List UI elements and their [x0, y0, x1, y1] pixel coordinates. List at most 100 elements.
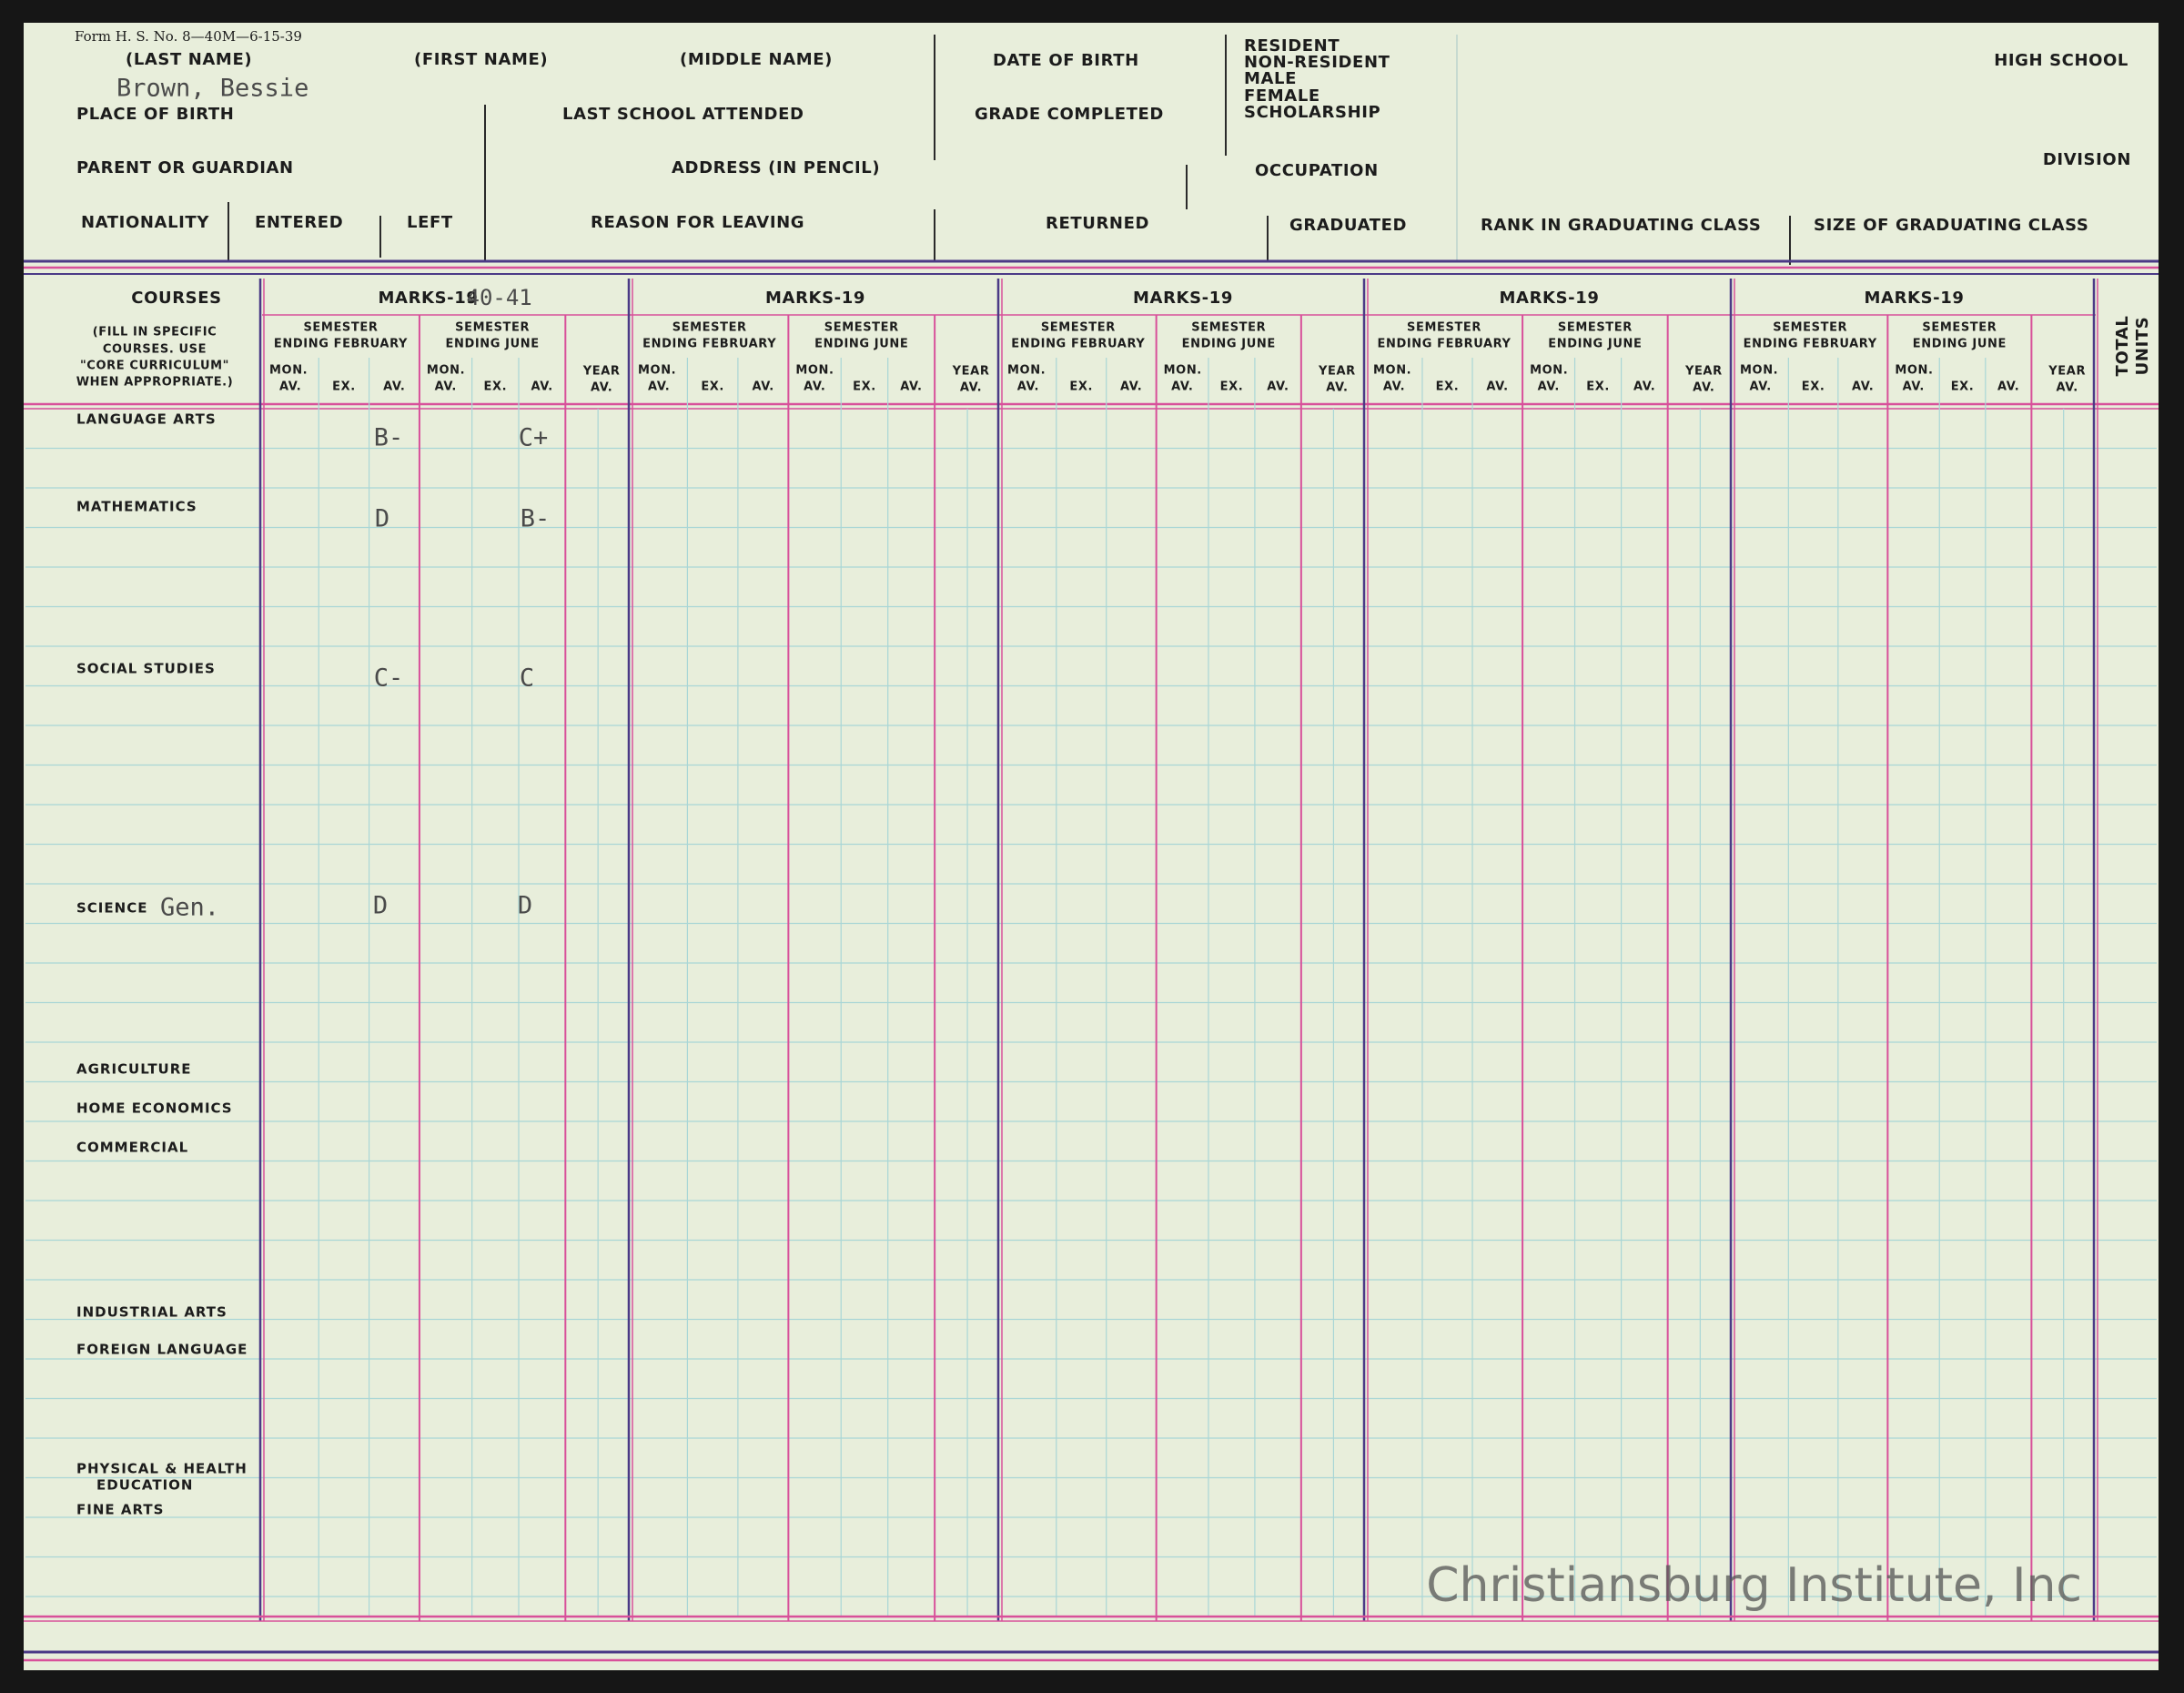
semester-title: SEMESTER [1191, 321, 1266, 335]
course-name: LANGUAGE ARTS [76, 411, 217, 428]
column-label: MON. [1373, 364, 1411, 378]
column-label: EX. [1436, 380, 1460, 394]
grid [24, 279, 2159, 1621]
course-name: PHYSICAL & HEALTH [76, 1461, 248, 1477]
note: (FILL IN SPECIFIC [93, 326, 217, 340]
block-heading: MARKS-19 [379, 289, 479, 308]
column-label: AV. [1383, 380, 1405, 394]
block-heading: MARKS-19 [1133, 289, 1233, 308]
course-name: HOME ECONOMICS [76, 1100, 233, 1117]
field-label: HIGH SCHOOL [1994, 51, 2128, 70]
column-label: YEAR [582, 365, 621, 379]
semester-subtitle: ENDING FEBRUARY [1011, 338, 1145, 351]
column-label: YEAR [1684, 365, 1723, 379]
mark: C [520, 664, 534, 693]
column-label: EX. [1951, 380, 1975, 394]
column-label: AV. [1267, 380, 1289, 394]
course-name: SCIENCE [76, 900, 147, 917]
block-heading: MARKS-19 [1865, 289, 1965, 308]
column-label: AV. [435, 380, 457, 394]
note: "CORE CURRICULUM" [80, 360, 229, 373]
column-label: MON. [1530, 364, 1568, 378]
column-label: MON. [1895, 364, 1933, 378]
column-label: AV. [531, 380, 552, 394]
field-label: (LAST NAME) [126, 50, 252, 69]
column-label: AV. [1750, 380, 1772, 394]
semester-subtitle: ENDING FEBRUARY [1744, 338, 1877, 351]
status-option: NON-RESIDENT [1244, 53, 1390, 72]
semester-title: SEMESTER [1407, 321, 1481, 335]
column-label: AV. [1120, 380, 1142, 394]
semester-title: SEMESTER [1041, 321, 1116, 335]
course-name: EDUCATION [96, 1477, 193, 1494]
semester-subtitle: ENDING JUNE [1913, 338, 2007, 351]
column-label: AV. [2057, 381, 2078, 395]
mark: C+ [519, 424, 549, 452]
column-label: EX. [853, 380, 876, 394]
semester-subtitle: ENDING FEBRUARY [1378, 338, 1512, 351]
field-label: OCCUPATION [1255, 161, 1379, 180]
semester-subtitle: ENDING JUNE [1548, 338, 1642, 351]
column-label: MON. [1164, 364, 1202, 378]
column-label: AV. [1633, 380, 1655, 394]
column-label: MON. [638, 364, 676, 378]
field-label: (FIRST NAME) [414, 50, 548, 69]
column-label: AV. [1171, 380, 1193, 394]
mark: D [375, 505, 389, 533]
field-label: RETURNED [1046, 214, 1149, 233]
field-label: LEFT [407, 213, 453, 232]
column-label: AV. [591, 381, 612, 395]
column-label: AV. [1538, 380, 1560, 394]
column-label: AV. [1017, 380, 1039, 394]
status-option: FEMALE [1244, 86, 1320, 106]
semester-title: SEMESTER [1922, 321, 1997, 335]
school-year: 40-41 [467, 285, 532, 310]
column-label: EX. [332, 380, 356, 394]
note: COURSES. USE [103, 343, 207, 357]
mark: B- [374, 424, 404, 452]
column-label: AV. [960, 381, 982, 395]
course-specific: Gen. [160, 894, 219, 922]
column-label: MON. [1740, 364, 1778, 378]
status-option: RESIDENT [1244, 36, 1340, 56]
field-label: GRADUATED [1289, 216, 1407, 235]
column-label: EX. [1069, 380, 1093, 394]
field-label: SIZE OF GRADUATING CLASS [1814, 216, 2088, 235]
field-label: LAST SCHOOL ATTENDED [562, 105, 804, 124]
mark: C- [374, 664, 404, 693]
field-label: PLACE OF BIRTH [76, 105, 234, 124]
field-label: DIVISION [2043, 150, 2131, 169]
semester-title: SEMESTER [1773, 321, 1847, 335]
semester-subtitle: ENDING JUNE [446, 338, 540, 351]
field-label: ADDRESS (IN PENCIL) [672, 158, 880, 177]
column-heading: UNITS [2133, 317, 2152, 376]
student-name: Brown, Bessie [116, 75, 308, 103]
field-label: NATIONALITY [81, 213, 209, 232]
column-label: AV. [1326, 381, 1348, 395]
mark: D [518, 892, 532, 920]
column-label: EX. [1802, 380, 1825, 394]
column-label: EX. [484, 380, 508, 394]
field-label: GRADE COMPLETED [975, 105, 1164, 124]
course-name: FINE ARTS [76, 1502, 164, 1518]
column-label: MON. [795, 364, 834, 378]
semester-title: SEMESTER [303, 321, 378, 335]
course-name: FOREIGN LANGUAGE [76, 1342, 248, 1358]
semester-title: SEMESTER [824, 321, 899, 335]
column-label: AV. [1903, 380, 1925, 394]
course-name: INDUSTRIAL ARTS [76, 1304, 228, 1321]
column-label: AV. [648, 380, 670, 394]
semester-subtitle: ENDING FEBRUARY [274, 338, 408, 351]
status-option: MALE [1244, 69, 1297, 88]
column-label: EX. [1586, 380, 1610, 394]
column-label: MON. [269, 364, 308, 378]
field-label: RANK IN GRADUATING CLASS [1481, 216, 1761, 235]
semester-title: SEMESTER [1558, 321, 1633, 335]
column-label: AV. [900, 380, 922, 394]
paper [24, 23, 2159, 1670]
column-label: AV. [804, 380, 825, 394]
column-label: EX. [1220, 380, 1244, 394]
column-heading: COURSES [131, 289, 221, 308]
course-name: COMMERCIAL [76, 1140, 188, 1156]
block-heading: MARKS-19 [1500, 289, 1600, 308]
